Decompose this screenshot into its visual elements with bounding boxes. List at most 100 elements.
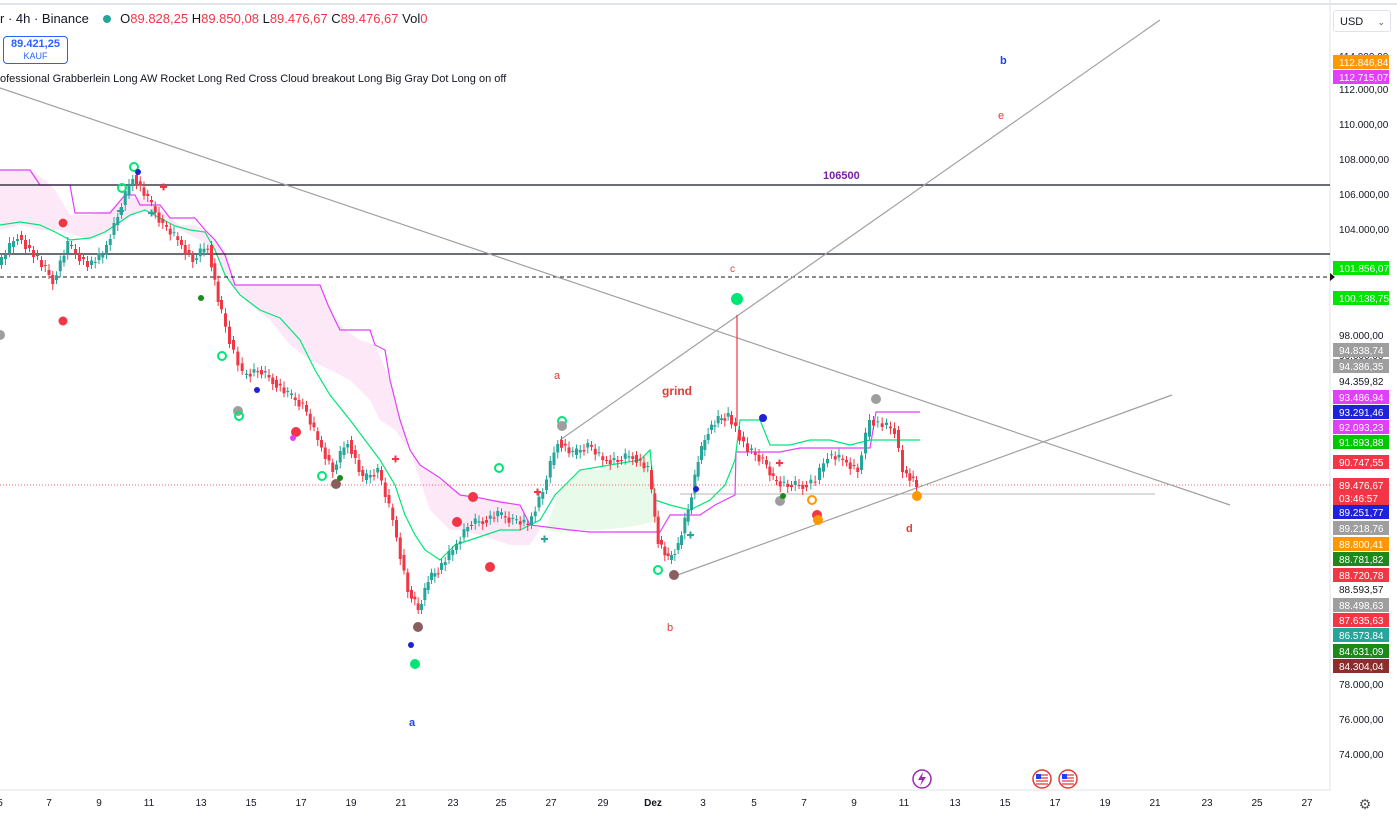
candle-body — [101, 255, 105, 258]
price-label: 89.251,77 — [1339, 508, 1384, 519]
candle-body — [656, 516, 660, 544]
candle-body — [286, 391, 290, 392]
candle-body — [271, 377, 275, 384]
gear-icon[interactable]: ⚙ — [1358, 796, 1372, 812]
candle-body — [331, 462, 335, 472]
candle-body — [726, 413, 730, 417]
price-label-bg — [1333, 435, 1389, 449]
currency-select[interactable]: USD ⌄ — [1333, 10, 1391, 32]
candle-body — [552, 452, 556, 465]
price-label-bg — [1333, 55, 1389, 69]
price-tick: 108.000,00 — [1339, 155, 1389, 166]
price-label-bg — [1333, 521, 1389, 535]
candle-body — [256, 371, 260, 373]
candle-body — [775, 480, 778, 482]
buy-price: 89.421,25 — [11, 38, 60, 50]
candle-body — [809, 479, 813, 484]
candle-body — [666, 553, 670, 556]
candle-body — [723, 418, 727, 421]
us-flag-icon[interactable] — [1058, 769, 1078, 789]
us-flag-icon[interactable] — [1032, 769, 1052, 789]
candle-body — [822, 463, 825, 472]
candle-body — [368, 475, 372, 478]
candle-body — [112, 223, 116, 235]
price-label-bg — [1333, 261, 1389, 275]
candle-body — [74, 249, 77, 253]
lightning-icon[interactable] — [912, 769, 932, 789]
symbol-title[interactable]: r · 4h · Binance — [0, 11, 89, 27]
candle-body — [252, 369, 256, 373]
candle-body — [730, 415, 733, 425]
price-label: 89.218,76 — [1339, 524, 1384, 535]
time-tick: 29 — [597, 798, 609, 809]
candle-body — [466, 527, 470, 532]
candle-body — [693, 474, 697, 494]
price-label: 93.486,94 — [1339, 393, 1384, 404]
candle-body — [845, 460, 848, 463]
candle-body — [660, 540, 663, 545]
price-tick: 94.359,82 — [1339, 377, 1384, 388]
candle-body — [880, 423, 884, 427]
price-label: 101.856,07 — [1339, 264, 1389, 275]
price-label: 94.838,74 — [1339, 346, 1384, 357]
price-tick: 98.000,00 — [1339, 331, 1384, 342]
wave-b-red-label: b — [667, 622, 673, 634]
candle-body — [757, 455, 761, 462]
candle-body — [416, 603, 420, 610]
candle-body — [481, 521, 485, 524]
candle-body — [32, 250, 35, 257]
price-label: 91.893,88 — [1339, 438, 1384, 449]
candle-body — [413, 596, 417, 600]
price-label: 84.304,04 — [1339, 662, 1384, 673]
candle-body — [168, 228, 172, 235]
candle-body — [488, 515, 492, 519]
indicator-legend[interactable]: ofessional Grabberlein Long AW Rocket Lo… — [0, 73, 507, 85]
candle-body — [885, 422, 888, 425]
candle-body — [228, 326, 231, 344]
candle-body — [220, 300, 223, 310]
price-tick: 76.000,00 — [1339, 715, 1384, 726]
time-tick: 25 — [495, 798, 507, 809]
price-label-bg — [1333, 613, 1389, 627]
candle-body — [567, 447, 571, 454]
candle-body — [597, 452, 601, 454]
candle-body — [511, 518, 515, 519]
buy-button[interactable]: 89.421,25 KAUF — [3, 36, 68, 64]
candle-body — [8, 243, 11, 253]
candle-body — [245, 373, 248, 375]
time-tick: 11 — [899, 798, 910, 809]
candle-body — [575, 448, 578, 455]
time-axis[interactable]: 5 7 9 11 13 15 17 19 21 23 25 27 29 Dez 3 5 7 9 11 13 15 17 19… — [0, 798, 1313, 809]
candle-body — [436, 573, 440, 575]
candle-body — [673, 554, 677, 555]
price-label: 112.715,07 — [1339, 73, 1389, 84]
candle-body — [105, 245, 108, 255]
candle-body — [365, 473, 368, 480]
candle-body — [560, 440, 563, 448]
signal-markers — [0, 162, 922, 669]
candle-body — [582, 450, 586, 452]
candle-body — [232, 340, 235, 350]
price-label-bg — [1333, 644, 1389, 658]
candle-body — [161, 218, 165, 223]
candle-body — [297, 400, 301, 407]
candle-body — [116, 217, 120, 225]
candle-body — [571, 451, 575, 452]
candle-body — [556, 444, 560, 453]
candle-body — [897, 430, 900, 448]
candle-body — [771, 473, 775, 476]
price-label: 03:46:57 — [1339, 494, 1378, 505]
candle-body — [36, 255, 39, 256]
candle-body — [716, 416, 720, 424]
candle-body — [372, 475, 376, 477]
time-tick: 27 — [545, 798, 557, 809]
time-tick: 15 — [999, 798, 1011, 809]
candle-body — [496, 511, 500, 517]
candle-body — [4, 255, 7, 259]
candle-body — [406, 572, 410, 592]
candle-body — [338, 451, 342, 463]
price-label: 93.291,46 — [1339, 408, 1384, 419]
candle-body — [447, 551, 451, 560]
price-axis[interactable]: 114.000,00112.000,00110.000,00108.000,00… — [1333, 52, 1389, 761]
